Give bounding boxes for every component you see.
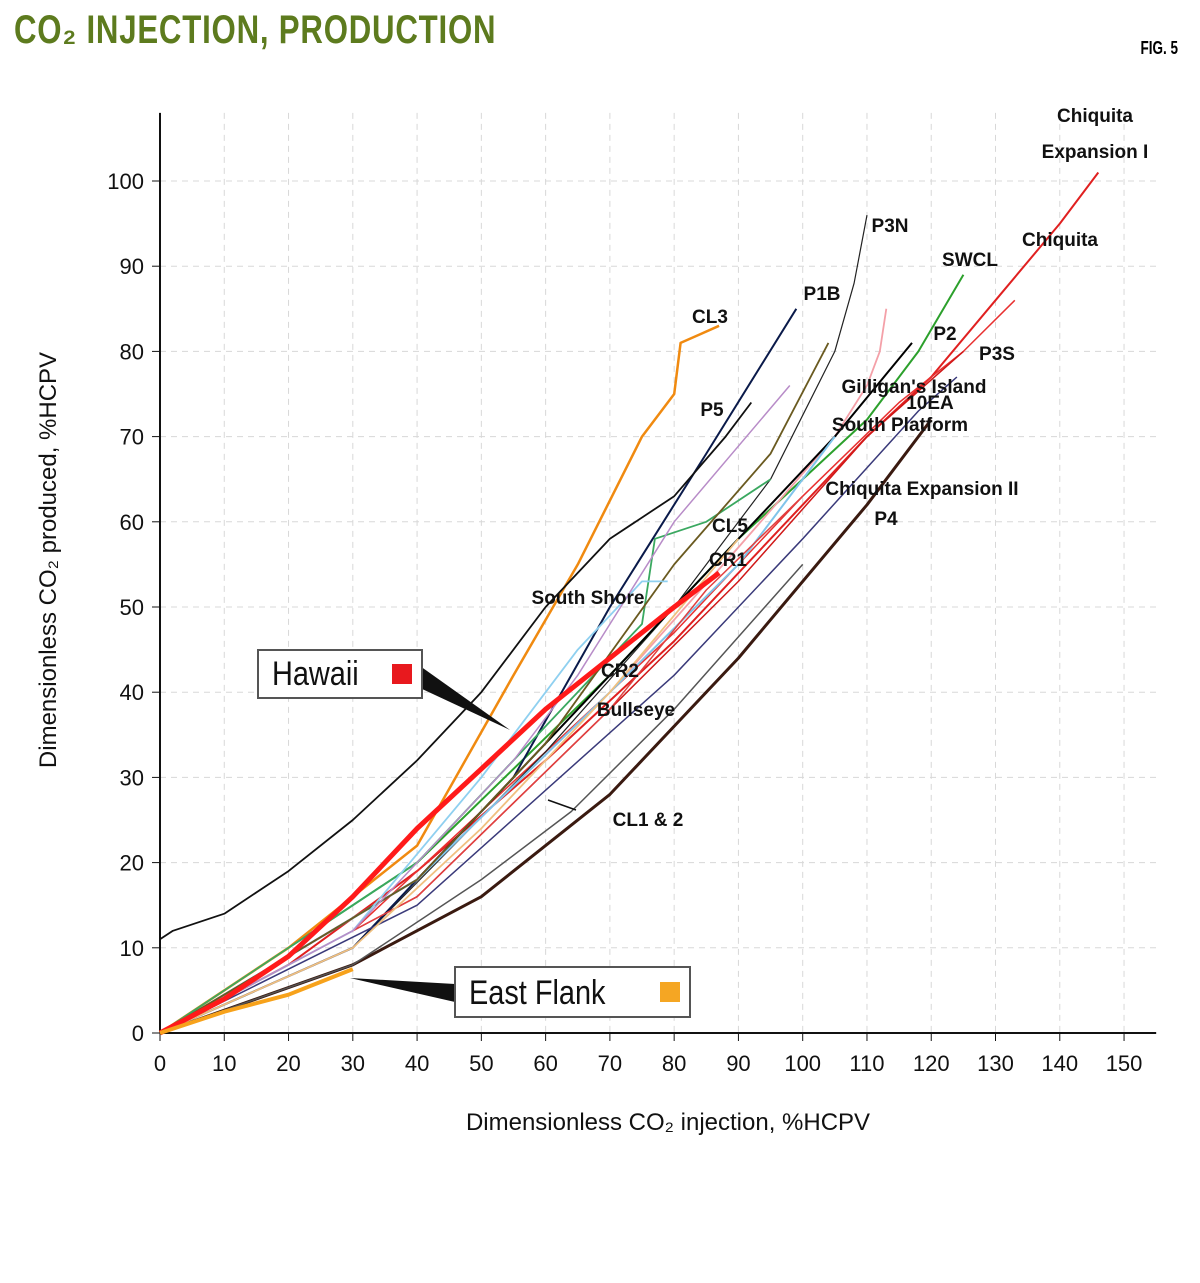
series-line-chiquita-expansion-i: [159, 171, 1100, 1034]
annotation-label: Gilligan's Island: [842, 377, 987, 398]
annotation-line: South Shore: [532, 588, 645, 609]
annotation-label: South Shore: [532, 588, 645, 609]
callout-label-hawaii: Hawaii: [272, 654, 359, 693]
annotation-line: Gilligan's Island: [842, 377, 987, 398]
series-line-hawaii: [158, 570, 721, 1036]
x-tick-label: 120: [913, 1051, 950, 1076]
series-line-p5: [159, 401, 753, 941]
x-tick-label: 110: [849, 1051, 884, 1076]
x-tick-label: 100: [784, 1051, 821, 1076]
x-tick-label: 140: [1041, 1051, 1078, 1076]
annotation-line: Expansion I: [1042, 142, 1149, 163]
series-line-cl1-2: [159, 563, 804, 1034]
annotation-label: Chiquita Expansion II: [825, 479, 1018, 500]
series-line-p3n: [159, 214, 868, 1034]
x-tick-label: 60: [533, 1051, 557, 1076]
annotation-line: P1B: [804, 284, 841, 305]
annotation-label: 10EA: [906, 393, 954, 414]
callout-box: [454, 966, 691, 1018]
annotation-label: CR2: [601, 661, 639, 682]
annotation-label: P5: [700, 400, 724, 421]
x-axis-label: Dimensionless CO₂ injection, %HCPV: [466, 1109, 870, 1136]
series-line-10ea: [159, 376, 958, 1034]
x-tick-label: 50: [469, 1051, 493, 1076]
x-tick-label: 40: [405, 1051, 429, 1076]
annotation-line: CL5: [712, 516, 748, 537]
annotation-label: P2: [933, 324, 956, 345]
annotation-line: P2: [933, 324, 956, 345]
annotation-label: SWCL: [942, 250, 998, 271]
y-tick-label: 80: [120, 339, 144, 364]
y-tick-label: 50: [120, 595, 144, 620]
annotation-label: Chiquita Expansion I: [1042, 106, 1149, 163]
series-line-cr2: [159, 385, 791, 1034]
figure-label: FIG. 5: [1140, 38, 1178, 58]
annotation-label: P1B: [804, 284, 841, 305]
annotation-line: SWCL: [942, 250, 998, 271]
annotation-label: CL3: [692, 307, 728, 328]
annotation-label: P3N: [872, 216, 909, 237]
callout-pointer: [420, 666, 510, 730]
annotation-line: P3N: [872, 216, 909, 237]
annotation-label: P3S: [979, 344, 1015, 365]
chart-title: CO₂ INJECTION, PRODUCTION: [14, 8, 497, 52]
x-tick-label: 90: [726, 1051, 750, 1076]
annotation-line: P4: [874, 509, 898, 530]
cl12-pointer: [547, 799, 577, 811]
annotation-label: Bullseye: [597, 700, 675, 721]
y-tick-label: 20: [120, 851, 144, 876]
x-tick-label: 80: [662, 1051, 686, 1076]
annotation-label: P4: [874, 509, 898, 530]
annotation-line: South Platform: [832, 415, 968, 436]
x-tick-label: 150: [1106, 1051, 1143, 1076]
series-line-east-flank: [159, 967, 354, 1035]
callout-color-swatch: [660, 982, 680, 1002]
annotation-label: CL1 & 2: [613, 810, 684, 831]
series-line-bullseye: [159, 538, 740, 1034]
series-line-cl5: [159, 478, 772, 1034]
y-tick-label: 100: [107, 169, 144, 194]
annotation-line: CL3: [692, 307, 728, 328]
annotation-label: CR1: [709, 550, 747, 571]
x-tick-label: 30: [341, 1051, 365, 1076]
callout-label-east-flank: East Flank: [469, 973, 606, 1012]
x-tick-label: 10: [212, 1051, 236, 1076]
x-tick-label: 70: [598, 1051, 622, 1076]
annotation-line: CR1: [709, 550, 747, 571]
y-tick-label: 10: [120, 936, 144, 961]
x-tick-label: 20: [276, 1051, 300, 1076]
annotation-line: CR2: [601, 661, 639, 682]
annotation-label: CL5: [712, 516, 748, 537]
annotation-line: Chiquita: [1057, 106, 1133, 127]
y-tick-label: 70: [120, 425, 144, 450]
annotation-label: Chiquita: [1022, 230, 1098, 251]
callout-color-swatch: [392, 664, 412, 684]
annotation-line: Chiquita: [1022, 230, 1098, 251]
x-tick-label: 0: [154, 1051, 166, 1076]
annotation-line: P5: [700, 400, 724, 421]
y-tick-label: 40: [120, 680, 144, 705]
callout-pointer: [350, 978, 455, 1002]
annotation-line: Bullseye: [597, 700, 675, 721]
annotation-line: P3S: [979, 344, 1015, 365]
y-tick-label: 60: [120, 510, 144, 535]
y-tick-label: 30: [120, 765, 144, 790]
annotation-label: South Platform: [832, 415, 968, 436]
y-tick-label: 0: [132, 1021, 144, 1046]
annotation-line: CL1 & 2: [613, 810, 684, 831]
y-tick-label: 90: [120, 254, 144, 279]
x-tick-label: 130: [977, 1051, 1014, 1076]
y-axis-label: Dimensionless CO₂ produced, %HCPV: [35, 352, 62, 768]
annotation-line: Chiquita Expansion II: [825, 479, 1018, 500]
annotation-line: 10EA: [906, 393, 954, 414]
